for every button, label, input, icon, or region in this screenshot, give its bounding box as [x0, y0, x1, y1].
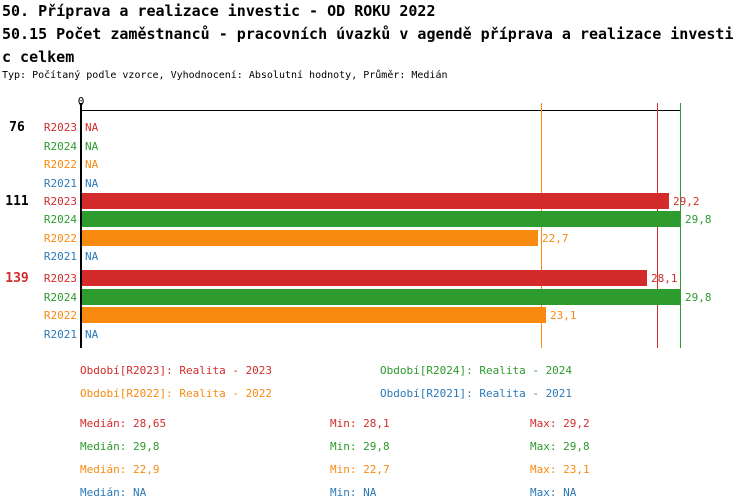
page-title-line2: 50.15 Počet zaměstnanců - pracovních úva… — [2, 25, 734, 43]
stat-median-r2022: Medián: 22,9 — [80, 463, 160, 476]
na-value-label: NA — [85, 158, 99, 171]
bar-value-label: 29,8 — [685, 213, 712, 226]
page-title-line1: 50. Příprava a realizace investic - OD R… — [2, 2, 436, 20]
row-series-label: R2024 — [43, 140, 77, 153]
row-series-label: R2022 — [43, 232, 77, 245]
stat-median-r2024: Medián: 29,8 — [80, 440, 160, 453]
bar — [82, 211, 681, 227]
bar — [82, 193, 669, 209]
bar-value-label: 28,1 — [651, 272, 678, 285]
stat-max-r2024: Max: 29,8 — [530, 440, 590, 453]
row-series-label: R2021 — [43, 177, 77, 190]
group-label: 111 — [5, 194, 29, 209]
na-value-label: NA — [85, 177, 99, 190]
bar — [82, 307, 546, 323]
row-series-label: R2024 — [43, 291, 77, 304]
axis-zero-tick-label: 0 — [77, 95, 85, 108]
na-value-label: NA — [85, 250, 99, 263]
legend-item-r2024: Období[R2024]: Realita - 2024 — [380, 364, 573, 377]
group-label: 139 — [5, 271, 29, 286]
row-series-label: R2022 — [43, 309, 77, 322]
bar-chart: 0 76 R2023 NA R2024 NA R2022 NA R2021 NA 111 R2023… — [5, 95, 712, 348]
chart-subtitle: Typ: Počítaný podle vzorce, Vyhodnocení:… — [2, 70, 448, 81]
stat-max-r2022: Max: 23,1 — [530, 463, 590, 476]
bar — [82, 230, 538, 246]
page-title-line3: c celkem — [2, 48, 75, 66]
bar-value-label: 29,2 — [673, 195, 700, 208]
row-series-label: R2022 — [43, 158, 77, 171]
row-series-label: R2021 — [43, 250, 77, 263]
na-value-label: NA — [85, 328, 99, 341]
row-series-label: R2023 — [43, 195, 77, 208]
bar — [82, 289, 681, 305]
group-label: 76 — [9, 120, 25, 135]
row-series-label: R2024 — [43, 213, 77, 226]
row-series-label: R2023 — [43, 121, 77, 134]
na-value-label: NA — [85, 140, 99, 153]
bar-value-label: 23,1 — [550, 309, 577, 322]
legend-item-r2022: Období[R2022]: Realita - 2022 — [80, 387, 273, 400]
na-value-label: NA — [85, 121, 99, 134]
row-series-label: R2021 — [43, 328, 77, 341]
stat-max-r2023: Max: 29,2 — [530, 417, 590, 430]
stat-max-r2021: Max: NA — [530, 486, 577, 498]
legend-item-r2021: Období[R2021]: Realita - 2021 — [380, 387, 573, 400]
stat-median-r2023: Medián: 28,65 — [80, 417, 167, 430]
legend-item-r2023: Období[R2023]: Realita - 2023 — [80, 364, 273, 377]
bar-value-label: 22,7 — [542, 232, 569, 245]
vertical-axis-line — [80, 103, 82, 348]
horizontal-axis-line — [81, 110, 681, 111]
stat-min-r2023: Min: 28,1 — [330, 417, 390, 430]
row-series-label: R2023 — [43, 272, 77, 285]
bar-value-label: 29,8 — [685, 291, 712, 304]
stat-min-r2021: Min: NA — [330, 486, 377, 498]
bar — [82, 270, 647, 286]
stat-median-r2021: Medián: NA — [80, 486, 147, 498]
stat-min-r2022: Min: 22,7 — [330, 463, 390, 476]
stat-min-r2024: Min: 29,8 — [330, 440, 390, 453]
